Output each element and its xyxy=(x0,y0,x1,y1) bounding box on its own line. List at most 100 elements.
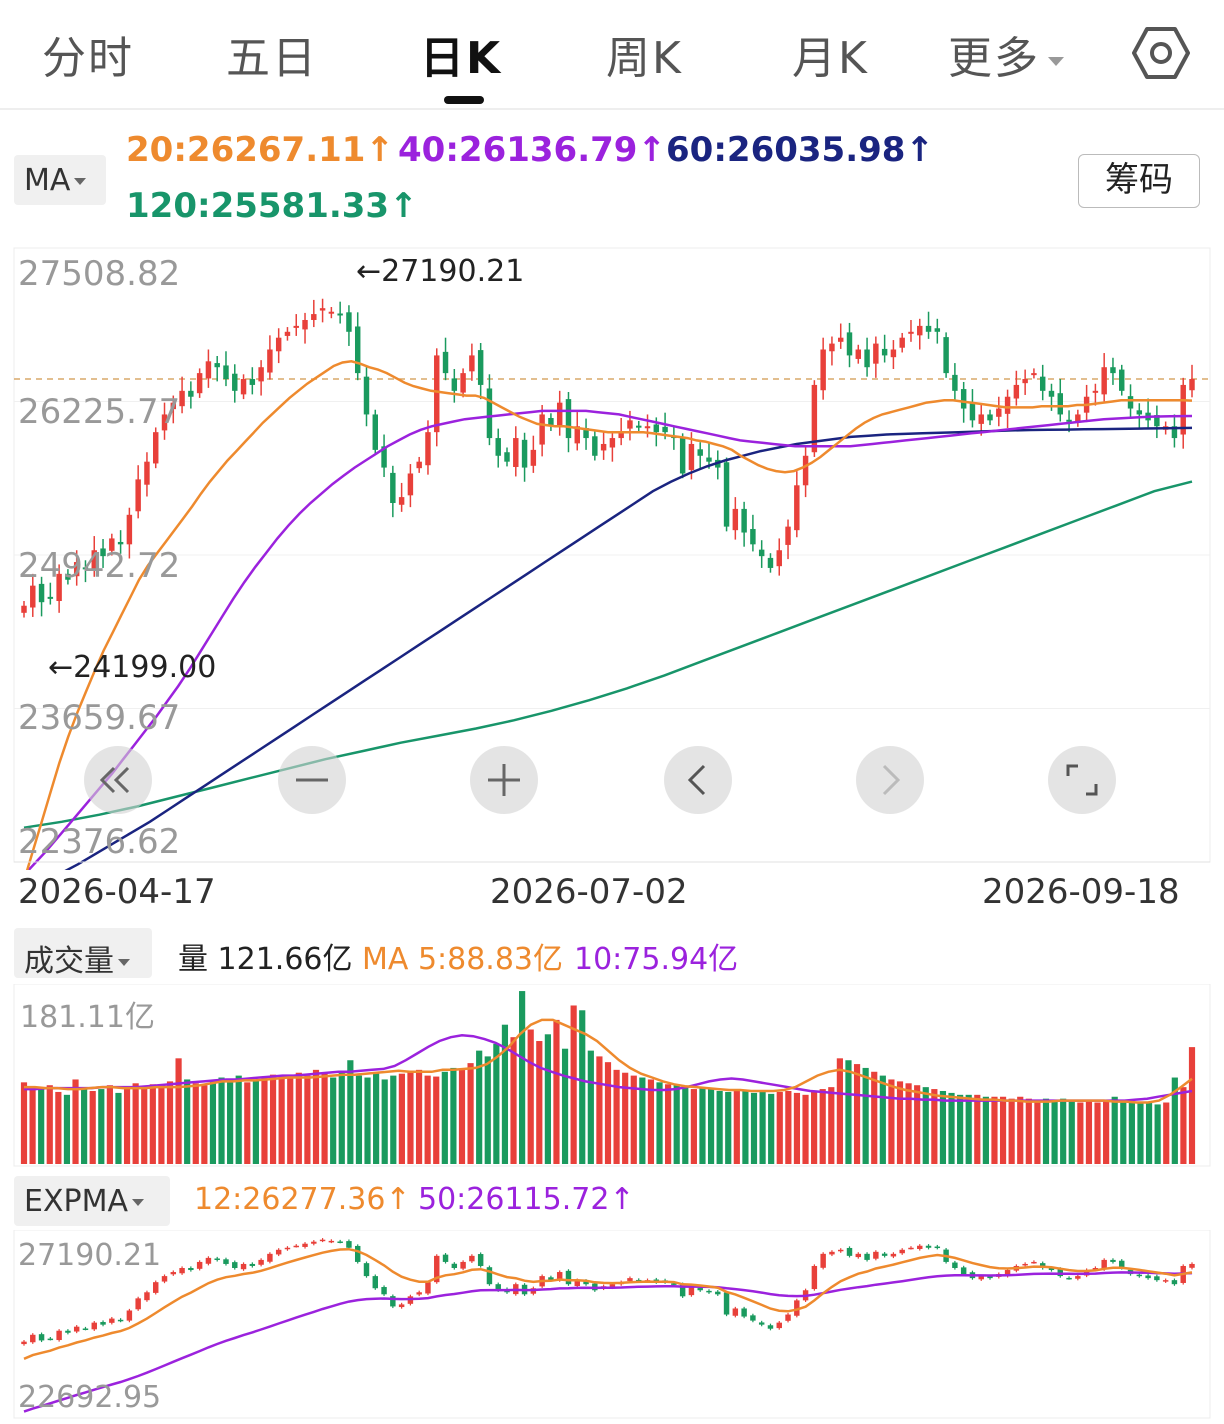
expma-candle-body xyxy=(311,1241,317,1244)
ma120-line xyxy=(23,480,1193,829)
expma-candle-body xyxy=(697,1288,703,1291)
expma-candle-body xyxy=(978,1276,984,1280)
expma-candle-body xyxy=(548,1277,554,1281)
candle-body xyxy=(1180,384,1186,435)
candlestick-chart[interactable] xyxy=(0,240,1224,870)
candle-body xyxy=(794,485,800,531)
candle-body xyxy=(477,350,484,385)
volume-bar xyxy=(673,1085,680,1164)
candle-body xyxy=(170,402,177,410)
tab-five-day[interactable]: 五日 xyxy=(226,33,318,84)
expma-candle-body xyxy=(293,1245,299,1248)
candle-body xyxy=(1013,384,1020,399)
expma-candle-body xyxy=(460,1261,466,1269)
tab-monthly-k[interactable]: 月K xyxy=(792,33,869,84)
expma-candle-body xyxy=(232,1262,238,1269)
fullscreen-icon xyxy=(1066,764,1098,796)
ma20-value: 20:26267.11↑ xyxy=(126,130,394,170)
candle-body xyxy=(837,337,844,342)
expma-candle-body xyxy=(319,1239,326,1242)
volume-bar xyxy=(561,1048,569,1164)
expma-chart[interactable] xyxy=(0,1230,1224,1420)
candle-body xyxy=(583,428,589,439)
expma-candle-body xyxy=(416,1292,422,1295)
tab-more[interactable]: 更多 xyxy=(948,22,1064,86)
expma-candle-body xyxy=(126,1310,133,1321)
expma-candle-body xyxy=(214,1258,220,1260)
candle-body xyxy=(117,541,124,545)
expma-candle-body xyxy=(583,1280,589,1285)
expma-candle-body xyxy=(267,1253,273,1262)
candle-body xyxy=(1004,396,1011,414)
expma-candle-body xyxy=(1022,1263,1028,1266)
candle-body xyxy=(258,367,264,382)
candle-body xyxy=(530,449,537,466)
volume-bar xyxy=(330,1077,337,1164)
settings-hexagon-icon[interactable] xyxy=(1132,24,1190,82)
candle-body xyxy=(811,384,818,453)
expma-candle-body xyxy=(135,1298,141,1310)
ma-indicator-dropdown[interactable]: MA xyxy=(14,155,106,205)
candle-body xyxy=(398,497,405,505)
expma-candle-body xyxy=(750,1315,756,1321)
candle-body xyxy=(855,349,862,359)
candle-body xyxy=(1154,415,1160,427)
zoom-in-button[interactable] xyxy=(470,746,538,814)
candle-body xyxy=(91,550,97,570)
candle-body xyxy=(161,414,168,431)
candle-body xyxy=(354,326,361,374)
chips-distribution-button[interactable]: 筹码 xyxy=(1078,154,1200,208)
scroll-left-button[interactable] xyxy=(84,746,152,814)
volume-bar xyxy=(493,1043,500,1164)
candle-body xyxy=(723,462,730,527)
volume-bar xyxy=(252,1080,259,1164)
ma120-value: 120:25581.33↑ xyxy=(126,186,418,226)
volume-bar xyxy=(72,1079,79,1164)
candle-body xyxy=(662,426,668,433)
volume-bar xyxy=(373,1072,380,1164)
volume-bar xyxy=(304,1075,311,1164)
candle-body xyxy=(434,355,440,433)
next-button[interactable] xyxy=(856,746,924,814)
tab-weekly-k[interactable]: 周K xyxy=(606,33,683,84)
expma-candle-body xyxy=(161,1276,168,1282)
volume-bar xyxy=(733,1089,740,1164)
candle-body xyxy=(1119,369,1125,391)
caret-down-icon xyxy=(118,959,130,966)
expma-candle-body xyxy=(1075,1276,1081,1279)
volume-bar xyxy=(665,1084,672,1164)
previous-button[interactable] xyxy=(664,746,732,814)
candle-body xyxy=(460,373,466,393)
volume-bar xyxy=(201,1085,208,1164)
volume-bar xyxy=(381,1079,388,1164)
volume-bar xyxy=(175,1058,182,1164)
expma-candle-body xyxy=(381,1287,387,1295)
volume-bar xyxy=(699,1087,706,1164)
volume-indicator-dropdown[interactable]: 成交量 xyxy=(14,928,152,979)
candle-body xyxy=(864,349,870,368)
volume-chart[interactable] xyxy=(0,984,1224,1168)
candle-body xyxy=(653,424,660,433)
tab-intraday[interactable]: 分时 xyxy=(42,33,134,84)
expma-candle-body xyxy=(917,1245,923,1249)
volume-bar xyxy=(811,1091,818,1164)
tab-daily-k[interactable]: 日K xyxy=(420,33,503,84)
candle-body xyxy=(188,390,194,397)
volume-bar xyxy=(115,1092,122,1164)
expma-candle-body xyxy=(987,1276,993,1279)
volume-bar xyxy=(587,1050,594,1164)
expma-candle-body xyxy=(688,1286,695,1296)
candle-body xyxy=(126,514,133,545)
expma-candle-body xyxy=(706,1290,712,1293)
chevron-right-icon xyxy=(882,764,901,796)
expma-indicator-dropdown[interactable]: EXPMA xyxy=(14,1176,170,1226)
expma-candle-body xyxy=(925,1245,932,1248)
zoom-out-button[interactable] xyxy=(278,746,346,814)
volume-bar xyxy=(1111,1096,1118,1164)
candle-body xyxy=(267,349,273,373)
fullscreen-button[interactable] xyxy=(1048,746,1116,814)
expma-candle-body xyxy=(363,1263,370,1277)
volume-bar xyxy=(1008,1098,1015,1164)
candle-body xyxy=(56,573,62,602)
volume-bar xyxy=(1068,1100,1075,1164)
